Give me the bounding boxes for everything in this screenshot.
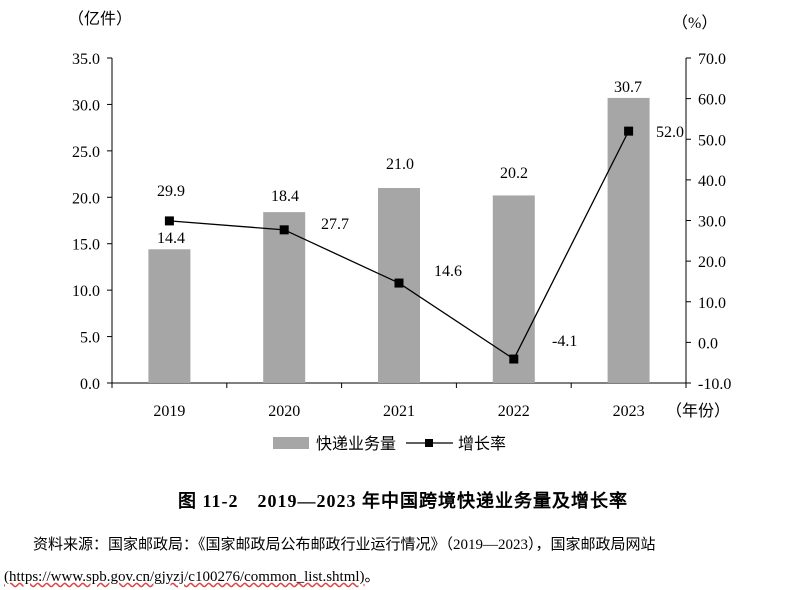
right-tick-label: -10.0 — [698, 376, 731, 393]
source-url-suffix: 。 — [364, 569, 380, 585]
figure-caption: 图 11-2 2019—2023 年中国跨境快递业务量及增长率 — [178, 491, 628, 511]
right-tick-label: 70.0 — [698, 51, 726, 68]
bar-value-label: 18.4 — [271, 188, 299, 205]
growth-marker-2021 — [394, 278, 404, 288]
left-tick-label: 25.0 — [72, 144, 100, 161]
right-tick-label: 20.0 — [698, 254, 726, 271]
bar-value-label: 30.7 — [614, 79, 642, 96]
x-tick-label: 2023 — [613, 403, 645, 420]
x-axis-unit: （年份） — [666, 402, 730, 420]
left-tick-label: 20.0 — [72, 190, 100, 207]
bar-2022 — [492, 195, 535, 383]
x-tick-label: 2022 — [498, 403, 530, 420]
right-tick-label: 30.0 — [698, 214, 726, 231]
right-tick-label: 10.0 — [698, 295, 726, 312]
growth-value-label: 14.6 — [434, 263, 462, 280]
right-tick-label: 50.0 — [698, 132, 726, 149]
right-axis-unit: （%） — [672, 14, 717, 32]
bar-value-label: 20.2 — [500, 165, 528, 182]
bar-2023 — [607, 97, 650, 383]
right-tick-label: 0.0 — [698, 335, 718, 352]
growth-marker-2019 — [164, 216, 174, 226]
bar-2019 — [148, 249, 191, 383]
bar-value-label: 14.4 — [157, 230, 185, 247]
growth-marker-2022 — [509, 354, 519, 364]
left-tick-label: 10.0 — [72, 283, 100, 300]
left-tick-label: 35.0 — [72, 51, 100, 68]
growth-value-label: 29.9 — [157, 183, 185, 200]
source-url[interactable]: (https://www.spb.gov.cn/gjyzj/c100276/co… — [4, 569, 365, 585]
left-tick-label: 5.0 — [80, 330, 100, 347]
left-tick-label: 30.0 — [72, 97, 100, 114]
growth-marker-2020 — [279, 225, 289, 235]
bar-value-label: 21.0 — [386, 156, 414, 173]
growth-marker-2023 — [624, 126, 634, 136]
right-tick-label: 40.0 — [698, 173, 726, 190]
legend-line-marker — [425, 439, 433, 447]
growth-value-label: 52.0 — [656, 124, 684, 141]
bar-2020 — [263, 212, 306, 383]
x-tick-label: 2019 — [153, 403, 185, 420]
x-tick-label: 2020 — [268, 403, 300, 420]
source-note: 资料来源：国家邮政局：《国家邮政局公布邮政行业运行情况》（2019—2023），… — [33, 537, 656, 553]
legend-bar-label: 快递业务量 — [316, 434, 396, 453]
growth-value-label: -4.1 — [552, 333, 577, 350]
legend-line-label: 增长率 — [458, 434, 506, 453]
right-tick-label: 60.0 — [698, 92, 726, 109]
x-tick-label: 2021 — [383, 403, 415, 420]
left-tick-label: 0.0 — [80, 376, 100, 393]
growth-value-label: 27.7 — [321, 216, 349, 233]
source-url-line: (https://www.spb.gov.cn/gjyzj/c100276/co… — [4, 565, 380, 586]
chart: 0.0 5.0 10.0 15.0 20.0 25.0 30.0 35.0 -10.0 0.0 10… — [68, 10, 731, 453]
legend-bar-swatch — [273, 437, 309, 449]
left-tick-label: 15.0 — [72, 237, 100, 254]
left-axis-unit: （亿件） — [68, 10, 132, 28]
